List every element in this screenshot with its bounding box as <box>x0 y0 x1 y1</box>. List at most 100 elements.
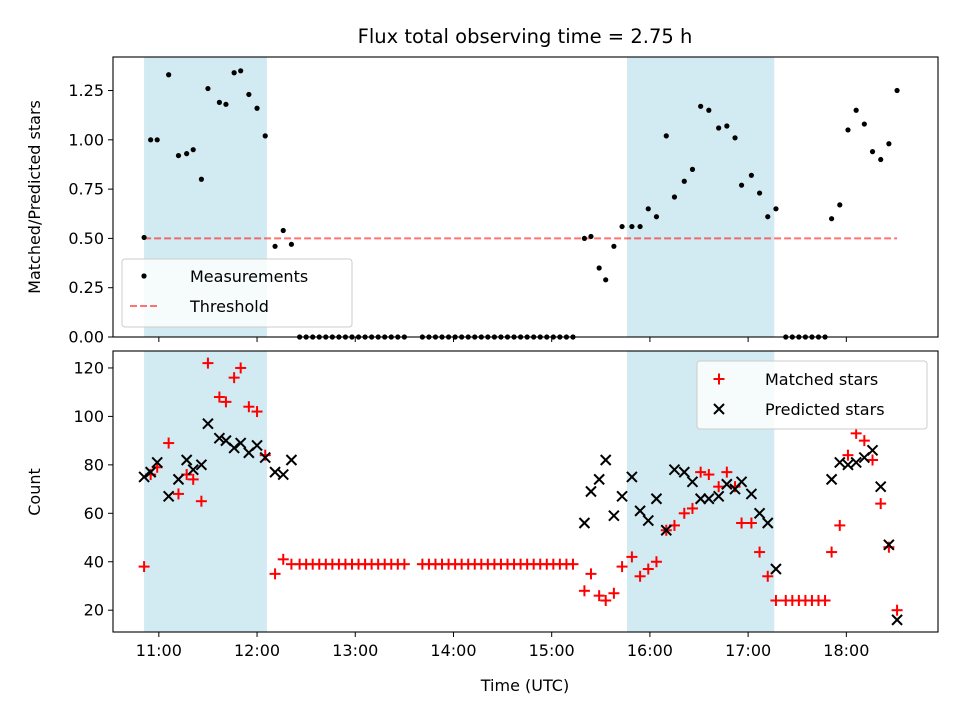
legend-label: Predicted stars <box>765 400 885 419</box>
matched-point <box>600 595 612 607</box>
predicted-point <box>234 437 247 449</box>
predicted-point <box>634 505 646 517</box>
measurement-point <box>246 91 252 98</box>
matched-point <box>875 498 887 510</box>
legend-measurement-swatch <box>141 273 147 279</box>
predicted-point <box>585 485 597 498</box>
matched-point <box>754 546 766 558</box>
matched-point <box>686 502 698 514</box>
predicted-point <box>259 451 271 464</box>
y-tick-label: 80 <box>84 455 104 474</box>
predicted-point <box>694 493 707 505</box>
observing-windows-bottom <box>144 351 775 632</box>
ratio-axis-ticks: 0.00 0.25 0.50 0.75 1.00 1.25 <box>68 81 847 347</box>
predicted-point <box>202 417 214 430</box>
predicted-point <box>883 539 895 551</box>
predicted-point <box>721 478 733 490</box>
measurement-point <box>869 149 876 155</box>
ratio-legend-box <box>121 258 353 328</box>
matched-point <box>195 495 207 507</box>
measurement-point <box>689 166 696 172</box>
matched-point <box>842 449 854 461</box>
predicted-point <box>762 517 774 529</box>
measurement-point <box>205 85 211 92</box>
matched-point <box>251 406 263 418</box>
matched-point <box>213 391 225 403</box>
legend-label: Matched stars <box>765 370 878 389</box>
measurement-point <box>724 123 730 129</box>
x-axis-title: Time (UTC) <box>480 676 569 695</box>
y-tick-label: 60 <box>84 504 104 523</box>
x-tick-label: 16:00 <box>627 641 673 660</box>
measurement-point <box>645 206 651 212</box>
count-plot-frame <box>112 350 939 633</box>
matched-point <box>883 541 895 553</box>
predicted-point <box>162 490 175 503</box>
matched-point <box>858 435 870 447</box>
measurement-point <box>716 125 722 131</box>
measurement-point <box>141 234 147 241</box>
x-tick-label: 17:00 <box>725 641 771 660</box>
measurement-point <box>272 243 278 249</box>
matched-point <box>703 469 715 481</box>
matched-point <box>736 517 748 529</box>
matched-point <box>269 568 281 580</box>
measurement-point <box>288 241 295 247</box>
count-legend: Matched stars Predicted stars <box>696 360 928 430</box>
measurement-point <box>765 214 771 220</box>
ratio-panel: 0.00 0.25 0.50 0.75 1.00 1.25 Matched/Predict… <box>25 56 939 347</box>
matched-point <box>721 466 733 478</box>
matched-point <box>228 372 240 384</box>
matched-point <box>277 553 289 565</box>
predicted-point <box>180 454 193 466</box>
matched-point <box>745 517 757 529</box>
measurement-point <box>184 151 190 157</box>
measurement-point <box>756 190 763 196</box>
measurement-point <box>603 277 609 283</box>
predicted-point <box>187 463 199 476</box>
measurement-point <box>148 137 154 143</box>
ratio-legend: Measurements Threshold <box>121 258 353 328</box>
measurement-point <box>262 133 268 139</box>
matched-point <box>398 558 410 570</box>
measurement-point <box>878 156 884 163</box>
y-tick-label: 40 <box>84 552 104 571</box>
predicted-point <box>703 493 715 505</box>
predicted-point <box>735 476 748 488</box>
measurement-point <box>198 176 204 182</box>
matched-point <box>172 488 184 500</box>
y-tick-label: 120 <box>73 358 104 377</box>
measurement-point <box>280 227 286 234</box>
predicted-point <box>745 488 758 500</box>
predicted-point <box>770 563 782 575</box>
matched-point <box>678 507 690 519</box>
predicted-point <box>842 459 854 471</box>
predicted-point <box>825 473 838 486</box>
measurement-point <box>698 103 704 109</box>
measurement-point <box>732 135 738 141</box>
y-tick-label: 100 <box>73 407 104 426</box>
matched-point <box>163 437 175 449</box>
matched-point <box>626 551 638 563</box>
y-tick-label: 1.25 <box>68 81 104 100</box>
measurement-point <box>254 105 260 111</box>
measurement-point <box>861 121 867 127</box>
predicted-point <box>686 476 699 488</box>
matched-point <box>834 519 846 531</box>
measurement-point <box>748 172 754 178</box>
matched-point <box>220 396 232 408</box>
shade-band-1 <box>144 351 267 632</box>
x-tick-label: 13:00 <box>332 641 378 660</box>
legend-matched-swatch <box>713 373 725 385</box>
count-axis-ticks: 20 40 60 80 100 120 <box>73 358 847 637</box>
measurement-point <box>629 223 635 230</box>
x-tick-label: 11:00 <box>136 641 182 660</box>
predicted-point <box>600 454 612 466</box>
measurement-point <box>829 216 835 222</box>
measurement-point <box>845 127 851 133</box>
predicted-point <box>668 463 681 476</box>
predicted-point <box>712 490 725 503</box>
matched-point <box>650 556 662 568</box>
matched-point <box>695 466 707 478</box>
matched-point <box>235 362 247 374</box>
